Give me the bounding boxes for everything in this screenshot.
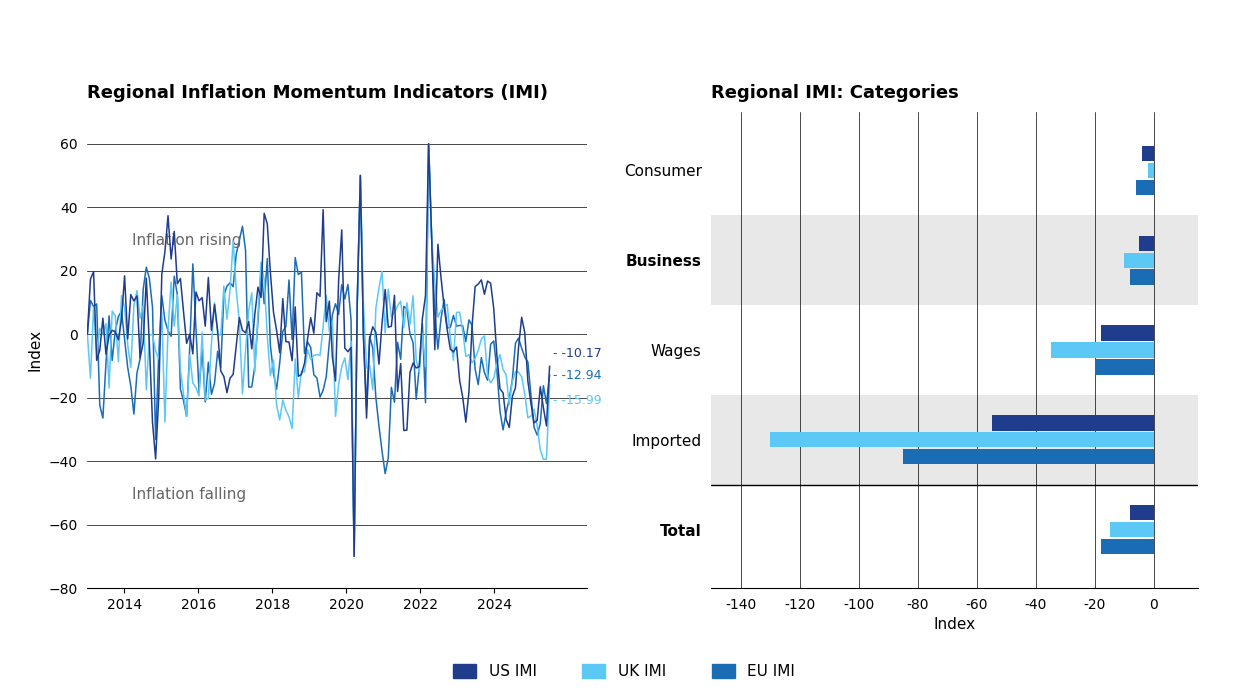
Legend: US IMI, UK IMI, EU IMI: US IMI, UK IMI, EU IMI (447, 658, 801, 685)
Bar (1139, 235, 1154, 251)
Bar (770, 432, 1154, 447)
Text: - -12.94: - -12.94 (553, 369, 602, 382)
X-axis label: Index: Index (934, 617, 976, 632)
Bar (711, 395, 1198, 484)
Bar (1131, 505, 1154, 520)
Text: - -10.17: - -10.17 (553, 347, 602, 360)
Bar (904, 449, 1154, 465)
Y-axis label: Index: Index (27, 329, 42, 371)
Bar (1124, 253, 1154, 268)
Bar (1142, 146, 1154, 161)
Text: Inflation falling: Inflation falling (132, 487, 246, 502)
Bar (1131, 270, 1154, 285)
Bar (992, 415, 1154, 430)
Bar (1136, 180, 1154, 195)
Bar (1101, 326, 1154, 341)
Bar (1094, 359, 1154, 375)
Bar (1109, 522, 1154, 538)
Bar (1051, 342, 1154, 358)
Bar (711, 216, 1198, 305)
Bar (1148, 162, 1154, 178)
Bar (1101, 539, 1154, 554)
Text: Regional IMI: Categories: Regional IMI: Categories (711, 84, 960, 102)
Text: Regional Inflation Momentum Indicators (IMI): Regional Inflation Momentum Indicators (… (87, 84, 548, 102)
Text: - -15.99: - -15.99 (553, 394, 602, 407)
Text: Inflation rising: Inflation rising (132, 233, 241, 248)
